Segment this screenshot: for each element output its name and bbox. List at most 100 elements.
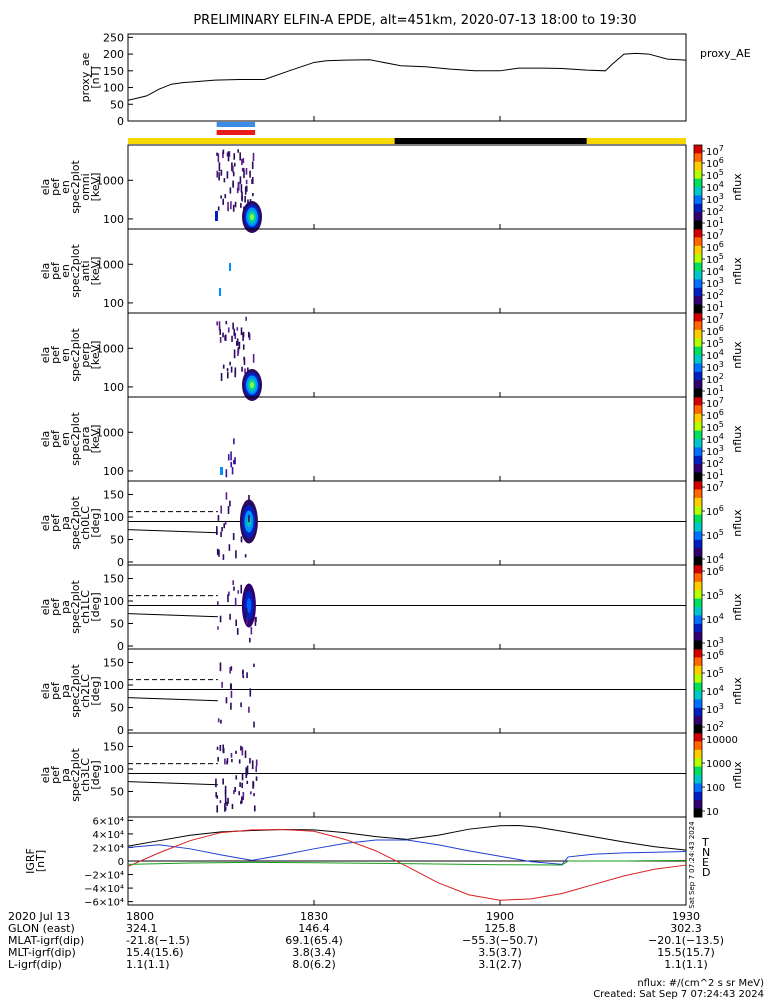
pitch-1-ytick-label: 0 — [117, 640, 124, 653]
pitch-0-streak — [216, 526, 218, 535]
spectrogram-0-streak — [232, 180, 234, 188]
pitch-2-streak — [219, 662, 222, 672]
spectrogram-2-streak — [241, 366, 243, 372]
spectrogram-1-colorbar-band — [694, 271, 702, 280]
footer-row-value: 15.4(15.6) — [126, 946, 184, 959]
spectrogram-0-streak — [227, 152, 230, 162]
spectrogram-2-streak — [225, 320, 228, 325]
spectrogram-3-ytick-label: 100 — [103, 465, 124, 478]
spectrogram-1-ylabel-line: ela — [39, 263, 52, 280]
pitch-3-streak — [242, 795, 245, 801]
pitch-0-colorbar-tick-label: 106 — [706, 504, 724, 518]
spectrogram-2-streak — [238, 341, 241, 350]
pitch-3-streak — [251, 760, 254, 770]
pitch-2-colorbar-tick-label: 104 — [706, 684, 724, 698]
spectrogram-1-colorbar-label: nflux — [731, 257, 744, 285]
pitch-2-colorbar-band — [694, 716, 702, 726]
spectrogram-1-ylabel-line: anti — [79, 260, 92, 281]
spectrogram-2-ylabel-line: ela — [39, 347, 52, 364]
pitch-1-ylabel-line: spec2plot — [69, 580, 82, 634]
spectrogram-1-colorbar-band — [694, 296, 702, 306]
pitch-3-streak — [244, 750, 247, 758]
spectrogram-0-streak — [243, 170, 245, 179]
spectrogram-0-ylabel-line: en — [59, 180, 72, 194]
spectrogram-0-ylabel-line: pef — [49, 177, 62, 196]
proxy-ae-ylabel-line: [nT] — [89, 66, 102, 88]
pitch-3-streak — [235, 775, 238, 780]
pitch-3-ytick-label: 50 — [110, 786, 124, 799]
igrf-legend-N: N — [702, 846, 710, 859]
spectrogram-1-colorbar-band — [694, 262, 702, 272]
spectrogram-0-colorbar-band — [694, 212, 702, 222]
proxy-ae-ytick-label: 100 — [103, 82, 124, 95]
pitch-1-ylabel-line: ela — [39, 599, 52, 616]
spectrogram-0-streak — [245, 168, 248, 175]
spectrogram-3-colorbar-band — [694, 397, 702, 406]
pitch-0-streak — [224, 521, 227, 525]
footer-row-value: 8.0(6.2) — [292, 958, 336, 971]
spectrogram-2-colorbar-band — [694, 313, 702, 322]
spectrogram-1-colorbar-band — [694, 245, 702, 255]
pitch-2-ylabel-line: ch2LC — [79, 674, 92, 708]
spectrogram-2-streak — [247, 331, 250, 338]
pitch-1-colorbar-label: nflux — [731, 593, 744, 621]
spectrogram-0-streak — [215, 211, 218, 221]
spectrogram-1-colorbar-band — [694, 237, 702, 247]
spectrogram-3-colorbar-band — [694, 405, 702, 415]
spectrogram-0-ytick-label: 1000 — [96, 174, 124, 187]
spectrogram-0-streak — [220, 195, 222, 199]
spectrogram-3-colorbar-band — [694, 464, 702, 474]
proxy-ae-ytick-label: 50 — [110, 98, 124, 111]
pitch-1-colorbar-tick-label: 104 — [706, 612, 724, 626]
spectrogram-0-streak — [227, 151, 230, 156]
spectrogram-1-colorbar-band — [694, 287, 702, 297]
spectrogram-0-ylabel-line: spec2plot — [69, 160, 82, 214]
pitch-3-colorbar-tick-label: 10 — [706, 807, 719, 818]
pitch-3-streak — [253, 793, 255, 797]
footer-row-value: 324.1 — [126, 922, 158, 935]
spectrogram-0-streak — [226, 152, 229, 157]
footer-row-value: 1930 — [672, 910, 700, 923]
spectrogram-2-streak — [234, 367, 237, 375]
pitch-3-streak — [238, 759, 241, 764]
spectrogram-0-colorbar-band — [694, 161, 702, 171]
pitch-3-colorbar-band — [694, 808, 702, 818]
pitch-1-colorbar-tick-label: 105 — [706, 588, 724, 602]
pitch-3-colorbar-band — [694, 791, 702, 801]
status-bar-segment — [586, 138, 686, 144]
pitch-2-colorbar-tick-label: 106 — [706, 648, 724, 662]
spectrogram-0-ytick-label: 100 — [103, 213, 124, 226]
spectrogram-0-streak — [237, 182, 240, 191]
spectrogram-0-streak — [222, 198, 224, 205]
pitch-1-streak — [255, 616, 257, 623]
proxy-ae-ytick-label: 0 — [117, 115, 124, 128]
pitch-0-streak — [235, 550, 237, 559]
pitch-1-streak — [233, 586, 235, 591]
pitch-3-colorbar-band — [694, 775, 702, 784]
pitch-0-colorbar-band — [694, 514, 702, 524]
pitch-1-ytick-label: 150 — [103, 573, 124, 586]
pitch-0-ytick-label: 150 — [103, 489, 124, 502]
spectrogram-0-streak — [233, 153, 236, 160]
proxy-ae-frame — [127, 33, 687, 122]
pitch-2-colorbar-tick-label: 105 — [706, 666, 724, 680]
spectrogram-1-ylabel-line: en — [59, 264, 72, 278]
spectrogram-1-colorbar-band — [694, 229, 702, 238]
igrf-ylabel-line: IGRF — [24, 848, 37, 874]
pitch-3-streak — [240, 800, 242, 805]
pitch-1-streak — [235, 619, 238, 627]
pitch-3-loss-cone — [127, 781, 218, 786]
spectrogram-2-streak — [224, 334, 227, 341]
pitch-1-streak — [217, 601, 219, 606]
footer-row-value: 1830 — [300, 910, 328, 923]
spectrogram-2-streak — [219, 336, 222, 343]
pitch-3-streak — [241, 796, 243, 804]
footer-row-value: −20.1(−13.5) — [648, 934, 724, 947]
spectrogram-1-colorbar-band — [694, 254, 702, 264]
pitch-3-colorbar-band — [694, 783, 702, 793]
science-zone-bar-top — [216, 122, 256, 127]
spectrogram-3-ytick-label: 1000 — [96, 426, 124, 439]
